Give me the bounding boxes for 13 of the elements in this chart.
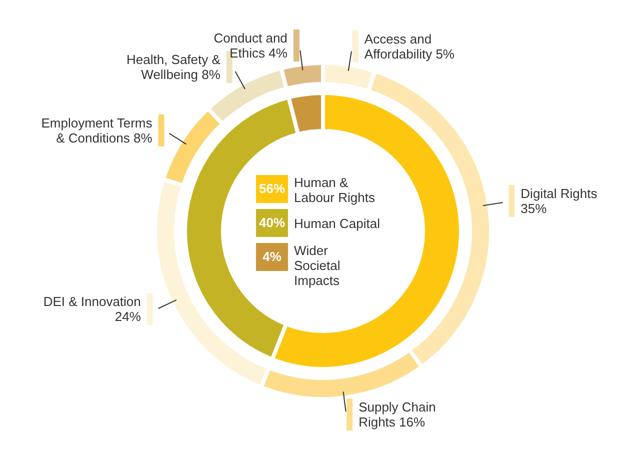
legend-label: Human & Labour Rights [294,175,376,205]
legend-label: Human Capital [294,216,380,231]
data-label: 40% [258,215,286,230]
data-label: 24% [114,309,142,324]
slice-label: Employment Terms & Conditions 8% [41,115,153,146]
slice-label: DEI & Innovation [43,294,141,310]
data-label: 35% [520,200,548,216]
slice-label: Supply Chain Rights 16% [358,400,436,430]
slice-label: Digital Rights [520,186,598,201]
legend-label: Wider Societal Impacts [294,243,340,288]
data-label: 4% [262,249,282,264]
data-label: 56% [258,181,286,196]
slice-label: Access and Affordability 5% [364,31,455,62]
